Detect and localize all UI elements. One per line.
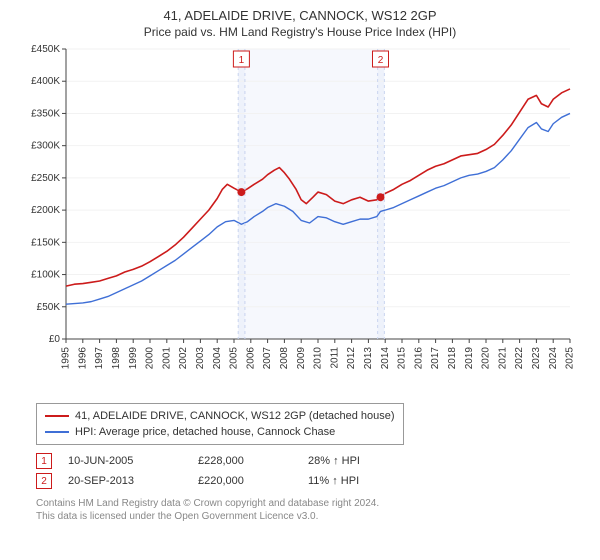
svg-text:£300K: £300K: [31, 141, 60, 152]
svg-text:2015: 2015: [397, 347, 408, 370]
svg-text:£0: £0: [49, 334, 61, 345]
svg-text:2003: 2003: [195, 347, 206, 370]
svg-text:2013: 2013: [363, 347, 374, 370]
marker-date-2: 20-SEP-2013: [68, 475, 198, 487]
svg-text:2023: 2023: [531, 347, 542, 370]
marker-date-1: 10-JUN-2005: [68, 455, 198, 467]
svg-text:£150K: £150K: [31, 237, 60, 248]
svg-text:£200K: £200K: [31, 205, 60, 216]
svg-text:1998: 1998: [111, 347, 122, 370]
footer: Contains HM Land Registry data © Crown c…: [36, 497, 600, 523]
svg-text:£50K: £50K: [37, 302, 61, 313]
svg-text:2022: 2022: [514, 347, 525, 370]
svg-text:£100K: £100K: [31, 270, 60, 281]
svg-text:2021: 2021: [497, 347, 508, 370]
legend-item-hpi: HPI: Average price, detached house, Cann…: [45, 424, 395, 440]
svg-text:2008: 2008: [279, 347, 290, 370]
svg-text:2009: 2009: [296, 347, 307, 370]
svg-text:2017: 2017: [430, 347, 441, 370]
svg-text:2018: 2018: [447, 347, 458, 370]
svg-text:1997: 1997: [94, 347, 105, 370]
marker-price-1: £228,000: [198, 455, 308, 467]
svg-text:2005: 2005: [229, 347, 240, 370]
chart-subtitle: Price paid vs. HM Land Registry's House …: [0, 25, 600, 39]
svg-text:£250K: £250K: [31, 173, 60, 184]
svg-text:2019: 2019: [464, 347, 475, 370]
footer-line-1: Contains HM Land Registry data © Crown c…: [36, 497, 600, 510]
legend-item-property: 41, ADELAIDE DRIVE, CANNOCK, WS12 2GP (d…: [45, 408, 395, 424]
marker-price-2: £220,000: [198, 475, 308, 487]
line-chart: £0 £50K £100K £150K £200K £250K £300K £350K £400…: [20, 45, 580, 395]
marker-row-1: 1 10-JUN-2005 £228,000 28% ↑ HPI: [36, 453, 600, 469]
svg-text:1996: 1996: [77, 347, 88, 370]
marker-table: 1 10-JUN-2005 £228,000 28% ↑ HPI 2 20-SE…: [36, 453, 600, 489]
chart-title: 41, ADELAIDE DRIVE, CANNOCK, WS12 2GP: [0, 8, 600, 23]
svg-text:2006: 2006: [245, 347, 256, 370]
marker-badge-2: 2: [36, 473, 52, 489]
svg-text:2014: 2014: [380, 347, 391, 370]
legend-swatch-property: [45, 415, 69, 417]
legend-label-property: 41, ADELAIDE DRIVE, CANNOCK, WS12 2GP (d…: [75, 408, 395, 424]
svg-text:2002: 2002: [178, 347, 189, 370]
svg-text:1: 1: [239, 55, 245, 66]
svg-text:2016: 2016: [413, 347, 424, 370]
svg-text:2025: 2025: [565, 347, 576, 370]
svg-text:£350K: £350K: [31, 108, 60, 119]
svg-text:2000: 2000: [145, 347, 156, 370]
svg-text:2010: 2010: [313, 347, 324, 370]
svg-text:2004: 2004: [212, 347, 223, 370]
legend-label-hpi: HPI: Average price, detached house, Cann…: [75, 424, 335, 440]
svg-text:1999: 1999: [128, 347, 139, 370]
footer-line-2: This data is licensed under the Open Gov…: [36, 510, 600, 523]
svg-text:2024: 2024: [548, 347, 559, 370]
svg-text:2007: 2007: [262, 347, 273, 370]
svg-text:2: 2: [378, 55, 384, 66]
svg-text:2011: 2011: [329, 347, 340, 369]
legend-swatch-hpi: [45, 431, 69, 433]
marker-pct-2: 11% ↑ HPI: [308, 475, 428, 487]
legend: 41, ADELAIDE DRIVE, CANNOCK, WS12 2GP (d…: [36, 403, 404, 445]
svg-text:2012: 2012: [346, 347, 357, 370]
marker-pct-1: 28% ↑ HPI: [308, 455, 428, 467]
svg-text:2020: 2020: [481, 347, 492, 370]
marker-row-2: 2 20-SEP-2013 £220,000 11% ↑ HPI: [36, 473, 600, 489]
marker-badge-1: 1: [36, 453, 52, 469]
svg-text:2001: 2001: [161, 347, 172, 370]
svg-text:£450K: £450K: [31, 45, 60, 55]
svg-text:£400K: £400K: [31, 76, 60, 87]
svg-text:1995: 1995: [61, 347, 72, 370]
chart-area: £0 £50K £100K £150K £200K £250K £300K £350K £400…: [20, 45, 580, 395]
